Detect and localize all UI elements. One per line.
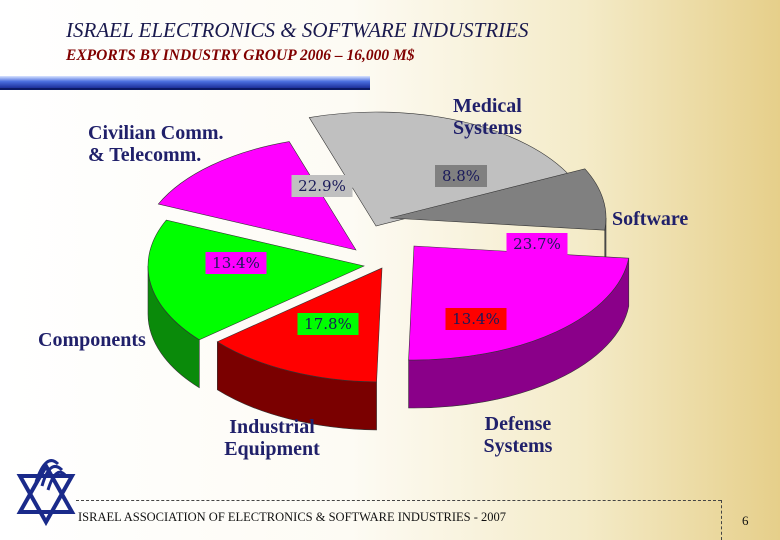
category-label-line: Software <box>612 208 689 230</box>
category-label-line: Medical <box>453 95 522 117</box>
svg-text:13.4%: 13.4% <box>452 310 500 328</box>
svg-text:22.9%: 22.9% <box>298 177 346 195</box>
category-label-medical-systems: Medical Systems <box>453 95 522 139</box>
category-label-defense-systems: Defense Systems <box>466 413 570 457</box>
value-label-4: 17.8% <box>297 313 359 335</box>
pie-tops <box>147 111 630 383</box>
value-label-3: 13.4% <box>445 308 507 330</box>
category-label-line: Civilian Comm. <box>88 122 224 144</box>
category-label-software: Software <box>612 208 688 230</box>
value-label-5: 13.4% <box>205 252 267 274</box>
category-label-components: Components <box>38 329 146 351</box>
footer-vertical-divider <box>721 500 722 540</box>
association-logo-icon <box>16 459 76 527</box>
footer-divider <box>76 500 721 501</box>
category-label-line: Defense <box>484 413 552 435</box>
category-label-line: Components <box>38 329 146 351</box>
pie-slice-5 <box>157 141 357 251</box>
svg-text:8.8%: 8.8% <box>442 167 480 185</box>
category-label-line: Equipment <box>224 438 320 460</box>
pie-slice-4 <box>147 219 365 341</box>
pie-slice-2 <box>408 245 630 361</box>
category-label-civilian-comm: Civilian Comm. & Telecomm. <box>88 122 224 166</box>
category-label-line: Systems <box>453 117 522 139</box>
slide-title: ISRAEL ELECTRONICS & SOFTWARE INDUSTRIES <box>66 18 529 42</box>
value-label-1: 8.8% <box>435 165 487 187</box>
footer-text: ISRAEL ASSOCIATION OF ELECTRONICS & SOFT… <box>78 510 507 524</box>
page-number: 6 <box>742 513 749 528</box>
category-label-industrial-equipment: Industrial Equipment <box>206 416 338 460</box>
category-label-line: Industrial <box>229 416 315 438</box>
svg-text:13.4%: 13.4% <box>212 254 260 272</box>
title-accent-bar <box>0 76 370 90</box>
pie-slice-1 <box>389 168 607 231</box>
category-label-line: & Telecomm. <box>88 144 202 166</box>
value-label-2: 23.7% <box>506 233 568 255</box>
value-label-0: 22.9% <box>291 175 353 197</box>
slide-subtitle: EXPORTS BY INDUSTRY GROUP 2006 – 16,000 … <box>66 47 415 64</box>
svg-text:23.7%: 23.7% <box>513 235 561 253</box>
svg-text:17.8%: 17.8% <box>304 315 352 333</box>
category-label-line: Systems <box>483 435 553 457</box>
